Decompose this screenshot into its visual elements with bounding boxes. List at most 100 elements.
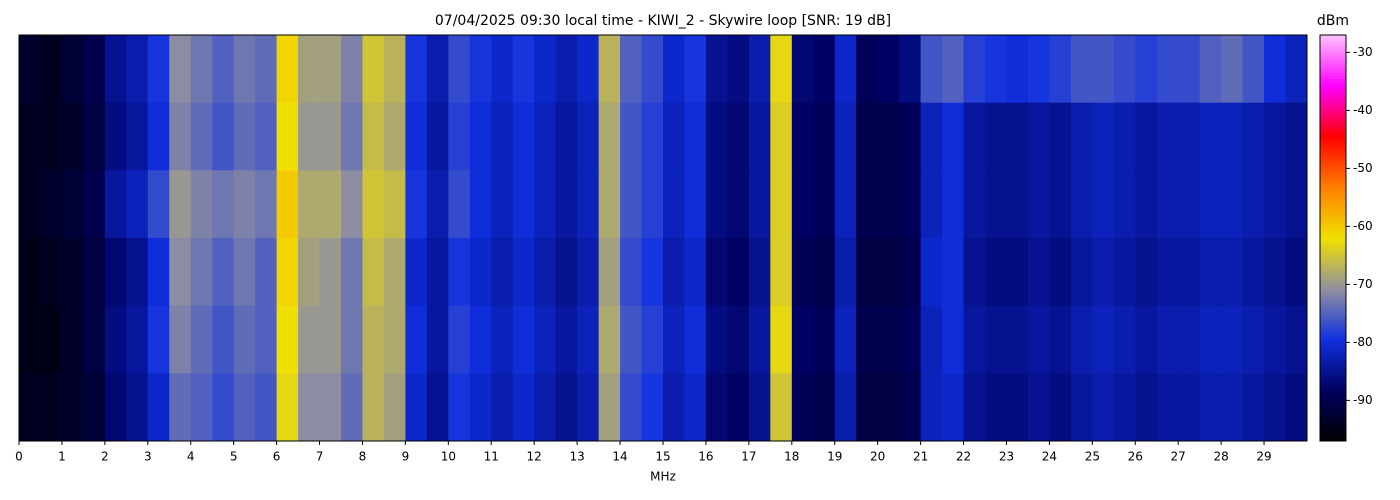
cell: [942, 373, 965, 442]
cell: [555, 170, 578, 239]
colorbar-tick-label: -60: [1353, 219, 1373, 233]
cell: [448, 373, 471, 442]
cell: [469, 373, 492, 442]
cell: [1199, 238, 1222, 307]
x-tick-label: 1: [58, 450, 66, 464]
cell: [942, 35, 965, 104]
cell: [1199, 35, 1222, 104]
cell: [1221, 373, 1244, 442]
cell: [748, 102, 771, 171]
cell: [770, 102, 793, 171]
cell: [641, 170, 664, 239]
cell: [1156, 35, 1179, 104]
cell: [555, 373, 578, 442]
x-tick-label: 17: [741, 450, 756, 464]
cell: [255, 305, 278, 374]
cell: [1221, 170, 1244, 239]
cell: [61, 305, 84, 374]
cell: [899, 238, 922, 307]
cell: [1264, 305, 1287, 374]
cell: [899, 35, 922, 104]
cell: [126, 35, 149, 104]
cell: [298, 102, 321, 171]
cell: [40, 102, 63, 171]
cell: [555, 35, 578, 104]
cell: [791, 238, 814, 307]
cell: [1006, 102, 1029, 171]
cell: [963, 238, 986, 307]
cell: [1006, 373, 1029, 442]
cell: [1178, 238, 1201, 307]
cell: [641, 373, 664, 442]
cell: [83, 35, 106, 104]
cell: [942, 238, 965, 307]
cell: [1199, 305, 1222, 374]
cell: [255, 35, 278, 104]
cell: [1178, 102, 1201, 171]
cell: [920, 102, 943, 171]
cell: [512, 238, 535, 307]
cell: [169, 373, 192, 442]
cell: [40, 238, 63, 307]
cell: [1178, 305, 1201, 374]
cell: [426, 170, 449, 239]
cell: [877, 238, 900, 307]
cell: [19, 305, 41, 374]
cell: [641, 102, 664, 171]
x-tick-label: 28: [1213, 450, 1228, 464]
cell: [1264, 170, 1287, 239]
cell: [748, 305, 771, 374]
cell: [405, 102, 428, 171]
cell: [40, 35, 63, 104]
cell: [383, 373, 406, 442]
cell: [534, 373, 557, 442]
cell: [620, 102, 643, 171]
x-tick-label: 23: [999, 450, 1014, 464]
cell: [233, 102, 256, 171]
cell: [147, 373, 170, 442]
cell: [1199, 170, 1222, 239]
cell: [426, 35, 449, 104]
x-tick-label: 22: [956, 450, 971, 464]
cell: [1285, 373, 1308, 442]
cell: [298, 238, 321, 307]
cell: [1070, 373, 1093, 442]
cell: [448, 35, 471, 104]
cell: [1285, 305, 1308, 374]
cell: [212, 102, 235, 171]
cell: [1156, 170, 1179, 239]
cell: [598, 238, 621, 307]
cell: [19, 238, 41, 307]
cell: [255, 373, 278, 442]
cell: [813, 102, 836, 171]
cell: [40, 170, 63, 239]
cell: [1178, 170, 1201, 239]
cell: [212, 170, 235, 239]
cell: [255, 102, 278, 171]
cell: [684, 170, 707, 239]
cell: [1070, 305, 1093, 374]
cell: [834, 238, 857, 307]
cell: [83, 238, 106, 307]
cell: [942, 170, 965, 239]
cell: [985, 170, 1007, 239]
cell: [555, 102, 578, 171]
cell: [491, 305, 514, 374]
cell: [1135, 35, 1158, 104]
cell: [1113, 305, 1136, 374]
cell: [1027, 238, 1050, 307]
cell: [126, 102, 149, 171]
cell: [319, 373, 342, 442]
colorbar-tick-label: -70: [1353, 277, 1373, 291]
cell: [985, 238, 1007, 307]
cell: [641, 238, 664, 307]
cell: [512, 35, 535, 104]
cell: [1264, 35, 1287, 104]
x-tick-label: 18: [784, 450, 799, 464]
x-axis-label: MHz: [650, 470, 676, 484]
cell: [834, 102, 857, 171]
cell: [83, 373, 106, 442]
x-tick-label: 27: [1171, 450, 1186, 464]
cell: [61, 102, 84, 171]
cell: [104, 170, 127, 239]
